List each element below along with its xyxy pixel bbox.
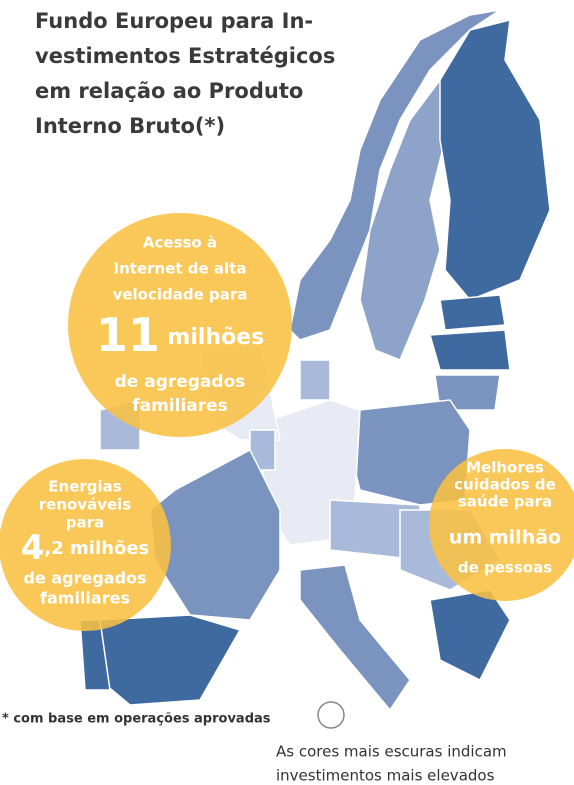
bubble [68,213,292,437]
bubble-unit: ,2 milhões [44,538,149,559]
norway [289,9,501,341]
bubble [0,459,171,631]
bubble-text: familiares [132,396,228,416]
bubble-figure: 11 milhões [96,308,264,362]
bubble-text: saúde para [458,493,552,511]
bubble-text: Melhores [466,459,544,477]
bubble-text: de agregados [23,569,146,588]
bubble-number: 11 [96,308,160,362]
bubble-text: familiares [40,589,130,608]
title-line: Fundo Europeu para In- [35,9,313,33]
texts: Fundo Europeu para In-vestimentos Estrat… [2,9,561,785]
bubble-unit: milhões [160,325,264,350]
legend-icon [317,701,345,729]
bubble-figure: 4,2 milhões [21,528,150,568]
finland [439,19,551,301]
bubble-text: velocidade para [113,286,248,304]
bubble-text: para [66,514,104,532]
spain [99,614,242,706]
bubble-text: Internet de alta [114,260,247,278]
denmark [299,359,331,401]
title-line: vestimentos Estratégicos [35,44,335,68]
footnote: * com base em operações aprovadas [2,712,271,727]
latvia [429,329,511,371]
bubble-text: de pessoas [458,559,552,577]
bubble [429,449,574,601]
bubble-number: um milhão [449,527,561,549]
bubble-text: de agregados [115,372,246,392]
bubble-text: Energias [48,478,121,496]
legend-text: As cores mais escuras indicam [276,743,507,761]
bubble-text: renováveis [39,496,132,514]
greece [429,589,511,682]
estonia [439,294,506,331]
italy [299,564,411,712]
legend-text: investimentos mais elevados [276,767,495,785]
title-line: Interno Bruto(*) [35,114,225,138]
bubble-number: 4 [21,528,45,568]
title-line: em relação ao Produto [35,79,303,103]
bubble-text: cuidados de [454,476,556,494]
bubble-text: Acesso à [143,234,217,252]
sweden [359,77,446,361]
